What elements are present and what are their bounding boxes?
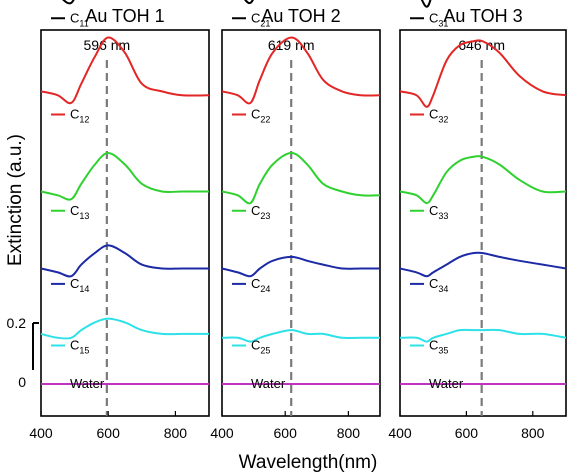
legend-label: C32 [429,107,448,125]
panel-title: Au TOH 1 [85,6,164,26]
x-tick-label: 400 [210,425,234,441]
legend-label: Water [429,376,464,391]
scale-bar-top-label: 0.2 [7,315,27,331]
series-line [244,0,254,5]
series-line [221,36,381,105]
peak-label: 619 nm [268,37,315,53]
x-tick-label: 600 [455,425,479,441]
plot-frame [399,29,567,417]
series-line [221,151,381,205]
series-line [62,0,75,5]
series-line [40,244,209,278]
series-line [221,329,380,343]
legend-label: C35 [429,338,448,356]
legend-label: C15 [70,338,89,356]
series-line [40,317,209,340]
panel-title: Au TOH 2 [261,6,340,26]
legend-label: C34 [429,276,448,294]
plot-frame [221,29,381,417]
x-tick-label: 800 [521,425,545,441]
series-line [40,36,210,105]
x-tick-label: 400 [388,425,412,441]
series-line [221,255,380,278]
legend-label: C23 [251,203,270,221]
legend-label: C12 [70,107,89,125]
x-tick-label: 800 [337,425,361,441]
series-line [399,39,567,108]
x-tick-label: 400 [29,425,53,441]
legend-label: C25 [251,338,270,356]
legend-label: C13 [70,203,89,221]
plot-frame [40,29,210,417]
peak-label: 596 nm [84,37,131,53]
series-line [40,151,209,201]
x-tick-label: 800 [164,425,188,441]
scale-bar: 0.2 0 [7,315,39,390]
legend-label: C22 [251,107,270,125]
x-tick-label: 600 [97,425,121,441]
x-axis-title: Wavelength(nm) [239,452,378,473]
y-axis-title: Extinction (a.u.) [5,134,26,266]
legend-label: Water [70,376,105,391]
legend-label: Water [251,376,286,391]
panel-title: Au TOH 3 [443,6,522,26]
legend-label: C14 [70,276,89,294]
legend-label: C24 [251,276,270,294]
series-line [399,251,567,278]
legend-label: C33 [429,203,448,221]
scale-bar-zero-label: 0 [18,374,26,390]
series-line [399,328,567,343]
series-line [399,155,567,205]
series-line [420,0,432,8]
x-tick-label: 600 [274,425,298,441]
